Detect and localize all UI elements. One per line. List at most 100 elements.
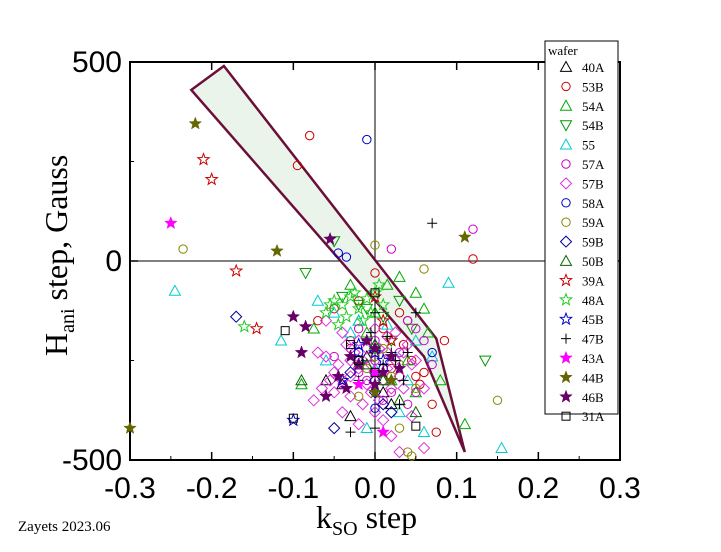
legend-label: 46B (582, 390, 604, 405)
data-point (410, 307, 421, 318)
data-point (288, 413, 298, 423)
data-point (427, 399, 437, 409)
data-point (304, 130, 315, 141)
axis-titles: kSO step Hani step, Gauss (38, 155, 417, 540)
data-point (345, 427, 356, 438)
data-point (341, 252, 352, 262)
data-point (417, 302, 431, 314)
data-point (386, 387, 397, 398)
data-point (319, 373, 333, 386)
data-point (376, 424, 390, 438)
legend-item-31A: 31A (561, 409, 605, 424)
legend-item-57B: 57B (559, 176, 604, 191)
legend-marker (561, 81, 571, 92)
data-point (385, 406, 398, 419)
data-point (458, 229, 472, 243)
y-axis-title-sub: ani (57, 308, 79, 333)
legend-label: 57B (582, 176, 604, 191)
legend-label: 59A (582, 215, 605, 230)
data-point (298, 319, 313, 333)
author-credit: Zayets 2023.06 (18, 519, 111, 535)
data-point (365, 327, 376, 338)
data-point (370, 240, 380, 250)
series-44B (123, 116, 472, 434)
legend-item-39A: 39A (558, 272, 605, 288)
data-point (335, 291, 349, 304)
data-point (336, 326, 349, 339)
data-point (384, 373, 399, 387)
legend-marker (559, 235, 573, 248)
legend-marker (559, 99, 573, 111)
data-point (385, 429, 398, 443)
data-point (270, 243, 284, 257)
data-point (393, 445, 406, 459)
data-point (398, 339, 409, 350)
x-tick-label: -0.2 (186, 472, 238, 505)
data-point (354, 356, 364, 365)
data-point (376, 373, 390, 386)
data-point (394, 399, 405, 410)
data-point (394, 423, 405, 433)
data-point (353, 323, 364, 334)
data-point (409, 286, 423, 298)
legend-item-50B: 50B (559, 254, 604, 269)
data-point (352, 417, 365, 431)
data-point (356, 398, 369, 411)
data-point (411, 387, 421, 398)
legend-box (544, 40, 619, 415)
data-point (344, 278, 357, 290)
x-tick-label: 0.2 (517, 472, 559, 505)
data-point (495, 441, 508, 453)
data-point (376, 313, 391, 327)
data-point (327, 386, 341, 399)
trend-arrow (189, 64, 467, 453)
legend-label: 31A (582, 409, 605, 424)
data-point (319, 314, 333, 327)
legend-item-57A: 57A (561, 157, 605, 172)
x-tick-label: 0.3 (599, 472, 641, 505)
data-point (431, 427, 441, 437)
legend-marker (559, 138, 573, 150)
data-point (382, 331, 393, 342)
data-point (351, 377, 366, 391)
legend-marker (559, 389, 573, 403)
legend-marker (558, 292, 574, 306)
data-point (292, 160, 303, 171)
data-point (458, 417, 472, 430)
data-point (378, 395, 388, 405)
x-axis-title-main: k (316, 499, 332, 535)
data-point (393, 370, 406, 383)
data-point (335, 297, 350, 311)
data-point (329, 351, 339, 362)
y-tick-label: 0 (105, 245, 122, 278)
data-point (376, 297, 391, 311)
data-point (370, 367, 380, 377)
data-point (370, 288, 380, 298)
legend-marker (561, 159, 571, 169)
legend-item-58A: 58A (561, 196, 605, 211)
data-point (336, 406, 349, 419)
data-point (380, 278, 394, 290)
data-point (409, 354, 423, 367)
data-point (353, 391, 364, 402)
legend-label: 53B (582, 79, 604, 94)
data-point (411, 323, 421, 334)
legend-label: 57A (582, 157, 605, 172)
data-point (376, 311, 390, 324)
data-point (360, 357, 374, 370)
data-point (323, 297, 338, 311)
legend-item-48A: 48A (558, 292, 605, 308)
data-point (492, 395, 503, 405)
y-tick-label: -500 (62, 444, 122, 477)
data-point (299, 268, 312, 280)
axis-ticks: -0.3 -0.2 -0.1 0.0 0.1 0.2 0.3 500 0 -500 (62, 46, 641, 505)
legend-label: 59B (582, 235, 604, 250)
data-point (427, 359, 437, 370)
data-point (311, 346, 325, 359)
data-point (351, 301, 366, 315)
data-point (433, 373, 447, 386)
data-point (318, 305, 334, 319)
legend: wafer 40A 53B 54A 54B 55 57A 57B 58A 59A 59B 50B 39… (544, 40, 619, 424)
data-point (427, 347, 437, 358)
